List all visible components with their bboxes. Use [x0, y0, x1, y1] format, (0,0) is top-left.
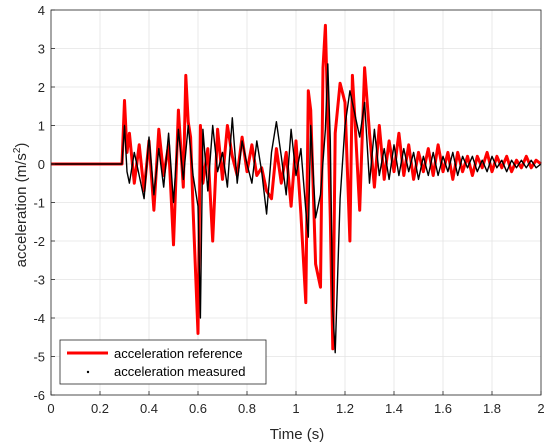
- legend: acceleration reference acceleration meas…: [59, 339, 267, 385]
- x-tick-label: 1.8: [483, 401, 501, 416]
- y-tick-label: 2: [38, 80, 45, 95]
- legend-box: [59, 339, 267, 385]
- series-line-measured: [51, 63, 542, 354]
- y-tick-label: -5: [33, 350, 45, 365]
- x-tick-label: 1: [292, 401, 299, 416]
- x-tick-label: 1.4: [385, 401, 403, 416]
- y-axis-ticks: -6 -5 -4 -3 -2 -1 0 1 2 3 4: [33, 3, 55, 403]
- y-tick-label: 4: [38, 3, 45, 18]
- x-tick-label: 1.2: [336, 401, 354, 416]
- x-tick-label: 0: [47, 401, 54, 416]
- y-tick-label: 3: [38, 42, 45, 57]
- x-tick-label: 0.2: [91, 401, 109, 416]
- y-tick-label: -3: [33, 273, 45, 288]
- x-axis-label: Time (s): [270, 426, 324, 443]
- x-tick-label: 0.6: [189, 401, 207, 416]
- y-tick-label: -4: [33, 311, 45, 326]
- y-axis-label: acceleration (m/s2): [12, 143, 30, 268]
- y-tick-label: -2: [33, 234, 45, 249]
- x-axis-ticks: 0 0.2 0.4 0.6 0.8 1 1.2 1.4 1.6 1.8 2: [47, 391, 545, 416]
- y-tick-label: 0: [38, 157, 45, 172]
- legend-label-reference: acceleration reference: [114, 346, 243, 361]
- y-tick-label: -1: [33, 196, 45, 211]
- y-tick-label: 1: [38, 119, 45, 134]
- x-tick-label: 1.6: [434, 401, 452, 416]
- x-tick-label: 0.8: [238, 401, 256, 416]
- plot-area: [51, 23, 542, 354]
- legend-label-measured: acceleration measured: [114, 364, 246, 379]
- y-tick-label: -6: [33, 388, 45, 403]
- legend-swatch-measured: [86, 370, 90, 374]
- series-line-reference: [51, 23, 542, 351]
- x-tick-label: 0.4: [140, 401, 158, 416]
- x-tick-label: 2: [537, 401, 544, 416]
